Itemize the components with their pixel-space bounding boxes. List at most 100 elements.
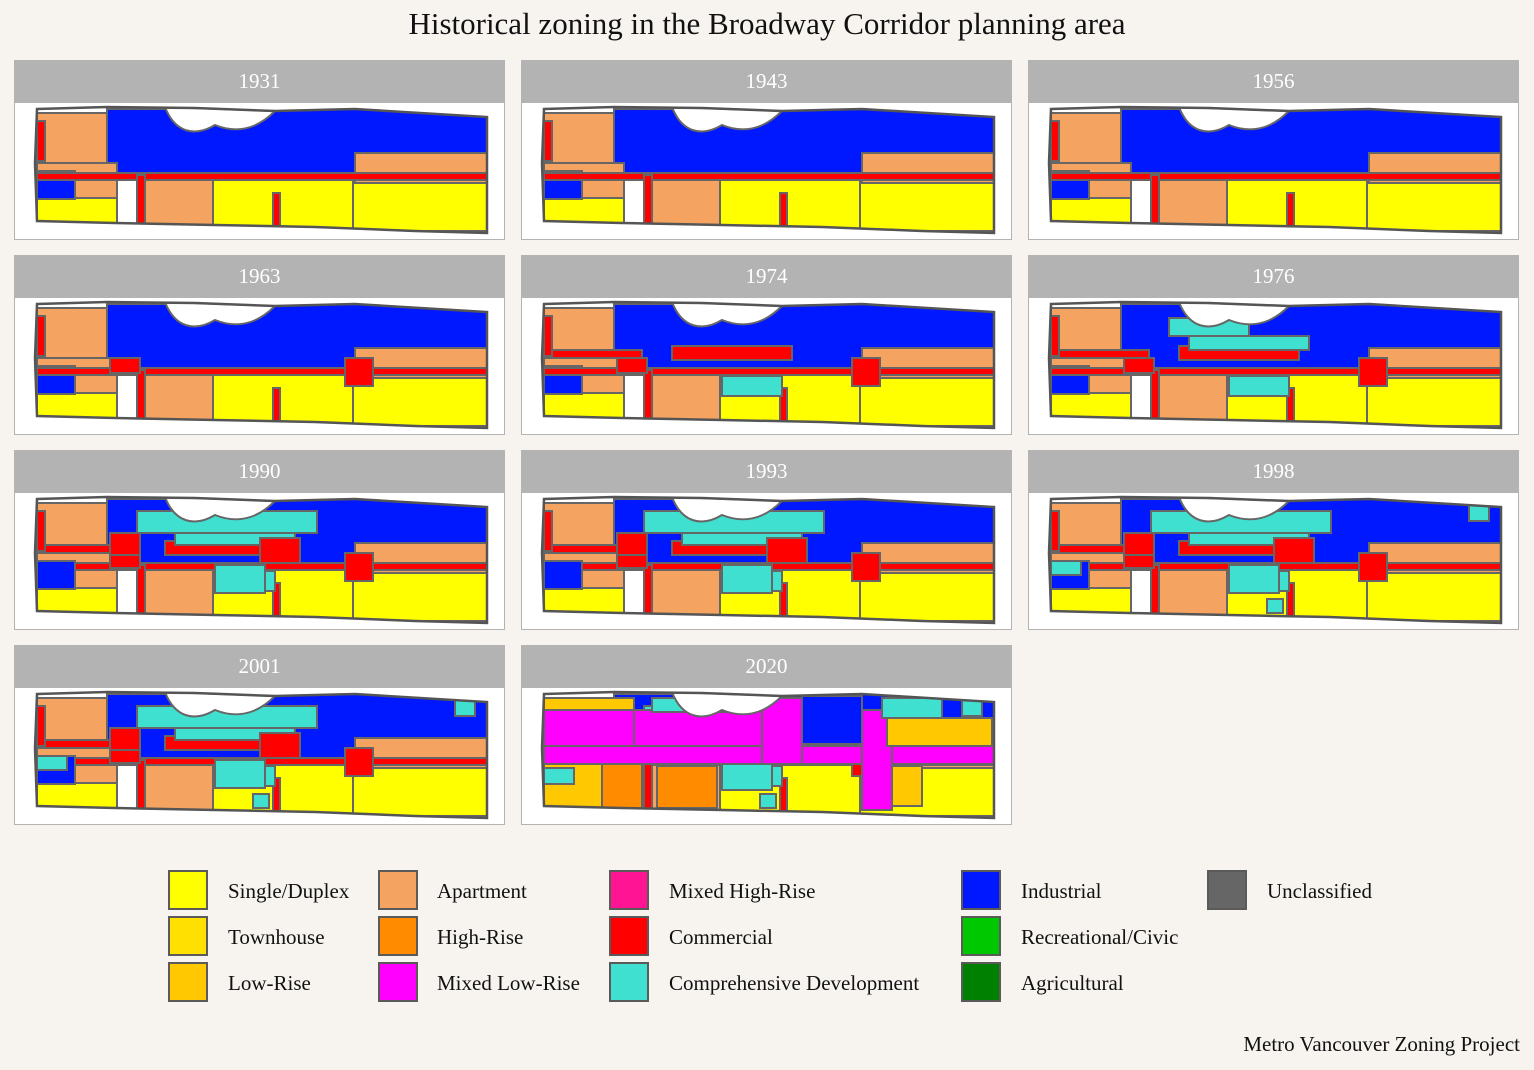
panel-1931: 1931: [14, 60, 505, 240]
zone-region: [1468, 504, 1490, 522]
legend-swatch: [168, 870, 208, 910]
zone-region: [109, 357, 141, 374]
legend-label: Comprehensive Development: [669, 971, 920, 995]
area-boundary: [1047, 495, 1503, 625]
zone-region: [214, 564, 266, 594]
legend-swatch: [609, 962, 649, 1002]
panel-1943: 1943: [521, 60, 1012, 240]
zone-region: [352, 182, 487, 232]
zone-region: [344, 747, 374, 777]
zone-region: [36, 112, 108, 164]
legend-item: Agricultural: [961, 962, 1281, 1006]
legend-swatch: [609, 916, 649, 956]
zone-region: [649, 567, 721, 621]
area-boundary: [1047, 300, 1503, 430]
zone-region: [36, 172, 487, 181]
zoning-map: [521, 297, 1012, 435]
zone-region: [1273, 537, 1315, 564]
legend-swatch: [609, 870, 649, 910]
waterfront-gap: [670, 302, 785, 328]
panel-1963: 1963: [14, 255, 505, 435]
zone-region: [543, 120, 553, 162]
zone-region: [601, 763, 643, 810]
zone-region: [344, 552, 374, 582]
zoning-map-svg: [540, 690, 996, 820]
zone-region: [616, 532, 648, 556]
panel-2020: 2020: [521, 645, 1012, 825]
zone-region: [721, 375, 783, 397]
legend-item: Low-Rise: [168, 962, 488, 1006]
panel-1976: 1976: [1028, 255, 1519, 435]
zone-region: [543, 510, 553, 552]
zone-region: [1366, 377, 1501, 427]
zoning-map: [521, 102, 1012, 240]
zone-region: [1050, 172, 1501, 181]
waterfront-gap: [1177, 302, 1292, 328]
zone-region: [1188, 335, 1310, 351]
zone-region: [36, 120, 46, 162]
legend-swatch: [961, 870, 1001, 910]
legend-item: Recreational/Civic: [961, 916, 1281, 960]
area-boundary: [33, 105, 489, 235]
zone-region: [1358, 552, 1388, 582]
legend-label: Commercial: [669, 925, 773, 949]
zone-region: [851, 552, 881, 582]
zoning-map-svg: [540, 495, 996, 625]
zone-region: [1156, 567, 1228, 621]
legend-label: Industrial: [1021, 879, 1102, 903]
area-boundary: [540, 495, 996, 625]
legend-item: Mixed High-Rise: [609, 870, 929, 914]
zone-region: [543, 112, 615, 164]
legend-item: Apartment: [378, 870, 698, 914]
waterfront-gap: [670, 692, 785, 718]
zone-region: [1286, 192, 1295, 229]
zone-region: [1123, 532, 1155, 556]
zone-region: [36, 560, 76, 590]
zone-region: [352, 377, 487, 427]
zone-region: [1050, 367, 1501, 376]
zone-region: [649, 372, 721, 426]
zone-region: [109, 727, 141, 751]
zoning-map: [1028, 492, 1519, 630]
legend-label: Low-Rise: [228, 971, 311, 995]
zoning-map-svg: [33, 495, 489, 625]
panel-year-label: 2001: [14, 645, 505, 687]
zone-region: [142, 372, 214, 426]
zone-region: [142, 567, 214, 621]
zone-region: [721, 564, 773, 594]
zone-region: [1366, 182, 1501, 232]
panel-year-label: 1963: [14, 255, 505, 297]
zone-region: [543, 560, 583, 590]
area-boundary: [1047, 105, 1503, 235]
legend-label: Unclassified: [1267, 879, 1372, 903]
legend-label: Mixed Low-Rise: [437, 971, 580, 995]
legend-swatch: [1207, 870, 1247, 910]
panel-year-label: 1990: [14, 450, 505, 492]
zoning-map-svg: [33, 690, 489, 820]
legend-item: Unclassified: [1207, 870, 1527, 914]
zone-region: [721, 763, 773, 791]
zoning-map: [14, 687, 505, 825]
zone-region: [454, 699, 476, 717]
legend-swatch: [378, 962, 418, 1002]
zone-region: [1366, 572, 1501, 622]
legend-item: Townhouse: [168, 916, 488, 960]
panel-year-label: 2020: [521, 645, 1012, 687]
zone-region: [259, 732, 301, 759]
zone-region: [649, 177, 721, 231]
zone-region: [252, 793, 270, 809]
waterfront-gap: [670, 107, 785, 133]
waterfront-gap: [163, 302, 278, 328]
zone-region: [36, 755, 68, 771]
zone-region: [36, 315, 46, 357]
zone-region: [551, 349, 643, 359]
zone-region: [212, 372, 354, 426]
legend-label: High-Rise: [437, 925, 524, 949]
zone-region: [272, 387, 281, 424]
zone-region: [886, 717, 993, 747]
legend-label: Mixed High-Rise: [669, 879, 816, 903]
zone-region: [656, 765, 718, 809]
panel-2001: 2001: [14, 645, 505, 825]
zone-region: [1358, 357, 1388, 387]
zone-region: [1123, 357, 1155, 374]
